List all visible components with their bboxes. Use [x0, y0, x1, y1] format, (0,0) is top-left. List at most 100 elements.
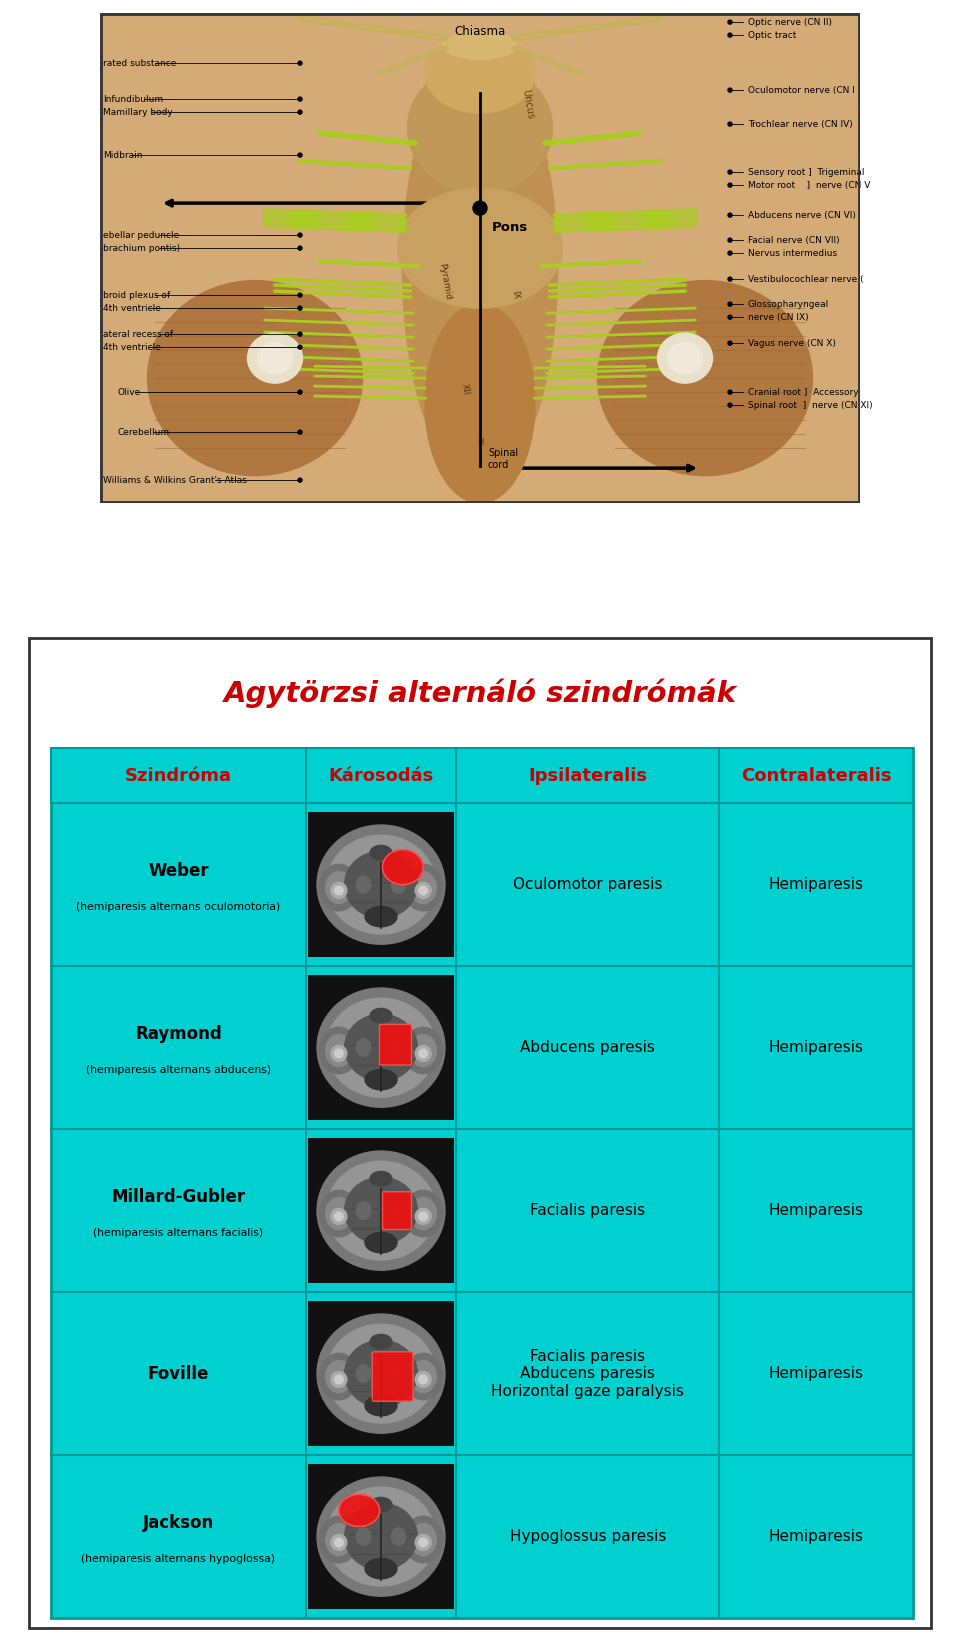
Ellipse shape: [325, 871, 352, 904]
Ellipse shape: [410, 871, 436, 904]
Ellipse shape: [403, 1516, 443, 1562]
Ellipse shape: [356, 1039, 371, 1057]
Circle shape: [298, 294, 302, 297]
Ellipse shape: [371, 1334, 392, 1349]
Text: Raymond: Raymond: [135, 1024, 222, 1042]
Ellipse shape: [317, 1150, 445, 1270]
Ellipse shape: [248, 333, 302, 382]
Text: 4th ventricle: 4th ventricle: [103, 343, 161, 353]
Text: 4th ventricle: 4th ventricle: [103, 304, 161, 313]
Ellipse shape: [403, 1027, 443, 1073]
Ellipse shape: [325, 1360, 352, 1393]
Ellipse shape: [443, 31, 517, 59]
Circle shape: [298, 345, 302, 350]
Circle shape: [334, 1538, 344, 1547]
Circle shape: [728, 404, 732, 407]
Circle shape: [298, 97, 302, 102]
Circle shape: [334, 1213, 344, 1221]
Circle shape: [419, 1538, 427, 1547]
Ellipse shape: [391, 876, 406, 893]
Ellipse shape: [425, 33, 535, 113]
Circle shape: [728, 171, 732, 174]
Ellipse shape: [410, 1034, 436, 1067]
Circle shape: [728, 184, 732, 187]
Circle shape: [728, 238, 732, 243]
Text: Nervus intermedius: Nervus intermedius: [748, 249, 837, 258]
Text: brachium pontis): brachium pontis): [103, 245, 180, 253]
Ellipse shape: [391, 1039, 406, 1057]
Text: XII: XII: [460, 382, 470, 395]
FancyBboxPatch shape: [52, 748, 913, 1618]
Ellipse shape: [320, 1516, 358, 1562]
Circle shape: [415, 1045, 431, 1062]
Ellipse shape: [402, 53, 558, 482]
Text: Hemiparesis: Hemiparesis: [769, 1040, 864, 1055]
Circle shape: [298, 153, 302, 158]
Text: Spinal
cord: Spinal cord: [488, 448, 518, 469]
Ellipse shape: [365, 1070, 397, 1090]
Ellipse shape: [325, 1034, 352, 1067]
Ellipse shape: [407, 62, 553, 194]
Ellipse shape: [345, 852, 418, 917]
Text: Cranial root ]  Accessory: Cranial root ] Accessory: [748, 389, 858, 397]
Ellipse shape: [326, 1487, 436, 1587]
Circle shape: [419, 1375, 427, 1383]
Text: Ipsilateralis: Ipsilateralis: [528, 766, 647, 784]
Ellipse shape: [339, 1495, 379, 1526]
Text: Hypoglossus paresis: Hypoglossus paresis: [510, 1529, 666, 1544]
Circle shape: [728, 302, 732, 307]
Ellipse shape: [325, 1523, 352, 1556]
Ellipse shape: [410, 1360, 436, 1393]
Ellipse shape: [345, 1503, 418, 1570]
Circle shape: [331, 883, 347, 898]
Ellipse shape: [356, 1365, 371, 1382]
Circle shape: [728, 33, 732, 38]
Circle shape: [298, 331, 302, 336]
Text: Facialis paresis: Facialis paresis: [530, 1203, 645, 1218]
Text: H: H: [477, 438, 483, 446]
Text: Infundibulum: Infundibulum: [103, 95, 163, 103]
Text: Vestibulocochlear nerve (: Vestibulocochlear nerve (: [748, 276, 864, 284]
Text: Chiasma: Chiasma: [454, 25, 506, 38]
Ellipse shape: [403, 1190, 443, 1237]
Text: (hemiparesis alternans abducens): (hemiparesis alternans abducens): [85, 1065, 271, 1075]
Ellipse shape: [317, 988, 445, 1108]
FancyBboxPatch shape: [379, 1024, 412, 1065]
Text: Millard-Gubler: Millard-Gubler: [111, 1188, 246, 1206]
Ellipse shape: [325, 1198, 352, 1229]
Circle shape: [298, 307, 302, 310]
Text: Foville: Foville: [148, 1365, 209, 1383]
Ellipse shape: [326, 1324, 436, 1423]
Circle shape: [728, 20, 732, 25]
Circle shape: [298, 246, 302, 249]
Ellipse shape: [658, 333, 712, 382]
Text: Oculomotor nerve (CN I: Oculomotor nerve (CN I: [748, 85, 854, 95]
Ellipse shape: [391, 1201, 406, 1219]
Ellipse shape: [356, 1528, 371, 1546]
Ellipse shape: [356, 876, 371, 893]
Ellipse shape: [365, 906, 397, 927]
Ellipse shape: [345, 1177, 418, 1244]
Text: nerve (CN IX): nerve (CN IX): [748, 313, 808, 322]
Ellipse shape: [317, 1314, 445, 1433]
Circle shape: [728, 121, 732, 126]
Text: Hemiparesis: Hemiparesis: [769, 1529, 864, 1544]
Text: Optic nerve (CN II): Optic nerve (CN II): [748, 18, 832, 28]
Circle shape: [415, 883, 431, 898]
Ellipse shape: [371, 1172, 392, 1186]
Ellipse shape: [371, 1008, 392, 1022]
Text: Hemiparesis: Hemiparesis: [769, 1365, 864, 1382]
Ellipse shape: [320, 1190, 358, 1237]
Text: (hemiparesis alternans hypoglossa): (hemiparesis alternans hypoglossa): [82, 1554, 276, 1564]
Text: Glossopharyngeal: Glossopharyngeal: [748, 300, 829, 309]
Ellipse shape: [326, 835, 436, 934]
Circle shape: [334, 1049, 344, 1058]
Text: Mamillary body: Mamillary body: [103, 108, 173, 117]
Ellipse shape: [597, 281, 812, 476]
Circle shape: [298, 233, 302, 238]
Text: Motor root    ]  nerve (CN V: Motor root ] nerve (CN V: [748, 181, 871, 190]
FancyBboxPatch shape: [52, 748, 913, 802]
Text: Midbrain: Midbrain: [103, 151, 142, 161]
Circle shape: [331, 1534, 347, 1551]
Text: broid plexus of: broid plexus of: [103, 290, 170, 300]
